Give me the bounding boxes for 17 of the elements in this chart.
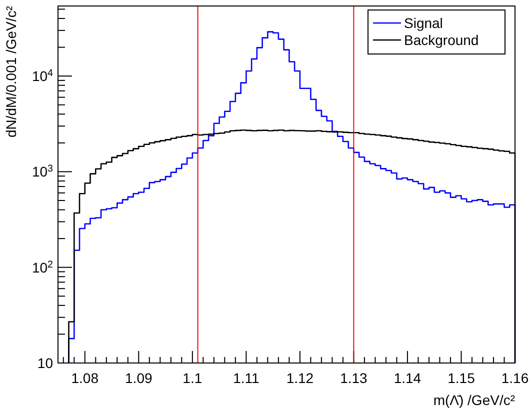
y-tick-label: 10$^{2}$ <box>32 258 53 276</box>
y-axis-title: dN/dM/0.001 /GeV/c² <box>3 6 19 138</box>
x-tick-label: 1.1 <box>182 370 202 386</box>
x-tick-label: 1.09 <box>125 370 152 386</box>
x-tick-label: 1.13 <box>340 370 368 386</box>
x-tick-label: 1.08 <box>71 370 99 386</box>
legend-label: Background <box>404 32 479 48</box>
y-tick-label: 10 <box>37 355 54 371</box>
y-tick-label: 10$^{3}$ <box>32 163 54 180</box>
x-tick-label: 1.14 <box>394 370 422 386</box>
legend-label: Signal <box>404 15 443 31</box>
x-tick-label: 1.12 <box>286 370 314 386</box>
x-tick-label: 1.15 <box>448 370 476 386</box>
x-axis-title: m(Λ̄) /GeV/c² <box>433 392 516 408</box>
x-tick-label: 1.11 <box>233 370 260 386</box>
x-tick-label: 1.16 <box>501 370 529 386</box>
y-tick-label: 10$^{4}$ <box>32 68 54 84</box>
